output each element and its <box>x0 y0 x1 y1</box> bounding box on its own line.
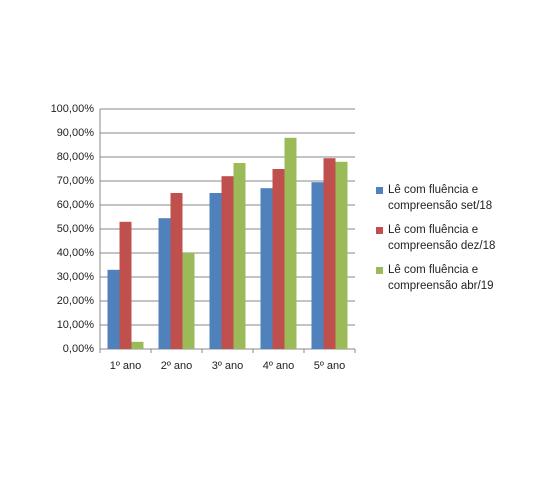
bar <box>272 169 285 349</box>
legend-swatch <box>376 267 383 274</box>
bar <box>119 221 132 349</box>
legend-entry: Lê com fluência e compreensão set/18 <box>376 182 508 214</box>
y-tick-label: 100,00% <box>51 103 95 115</box>
legend-label: Lê com fluência e compreensão abr/19 <box>388 264 494 292</box>
legend-label: Lê com fluência e compreensão dez/18 <box>388 224 496 252</box>
bar <box>284 137 297 349</box>
legend-swatch <box>376 227 383 234</box>
bar <box>209 193 222 349</box>
bar <box>311 182 324 349</box>
bar <box>335 161 348 349</box>
bar <box>260 188 273 349</box>
legend-swatch <box>376 187 383 194</box>
y-tick-label: 90,00% <box>57 127 95 139</box>
x-tick-label: 1º ano <box>110 360 142 372</box>
y-tick-label: 80,00% <box>57 151 95 163</box>
bar <box>182 253 195 349</box>
x-tick-label: 2º ano <box>161 360 193 372</box>
legend-entry: Lê com fluência e compreensão dez/18 <box>376 222 508 254</box>
legend-label: Lê com fluência e compreensão set/18 <box>388 184 493 212</box>
y-tick-label: 50,00% <box>57 223 95 235</box>
y-tick-label: 60,00% <box>57 199 95 211</box>
y-tick-label: 30,00% <box>57 271 95 283</box>
y-tick-label: 70,00% <box>57 175 95 187</box>
bar <box>158 218 171 349</box>
y-tick-label: 20,00% <box>57 295 95 307</box>
bar <box>107 269 120 349</box>
x-tick-label: 5º ano <box>314 360 346 372</box>
y-tick-label: 40,00% <box>57 247 95 259</box>
legend: Lê com fluência e compreensão set/18 Lê c… <box>376 182 508 302</box>
x-tick-label: 4º ano <box>263 360 295 372</box>
bar <box>323 158 336 349</box>
bar <box>221 176 234 349</box>
bar <box>131 341 144 349</box>
bar <box>233 163 246 349</box>
legend-entry: Lê com fluência e compreensão abr/19 <box>376 262 508 294</box>
bar <box>170 193 183 349</box>
y-tick-label: 10,00% <box>57 319 95 331</box>
x-tick-label: 3º ano <box>212 360 244 372</box>
y-tick-label: 0,00% <box>63 343 94 355</box>
